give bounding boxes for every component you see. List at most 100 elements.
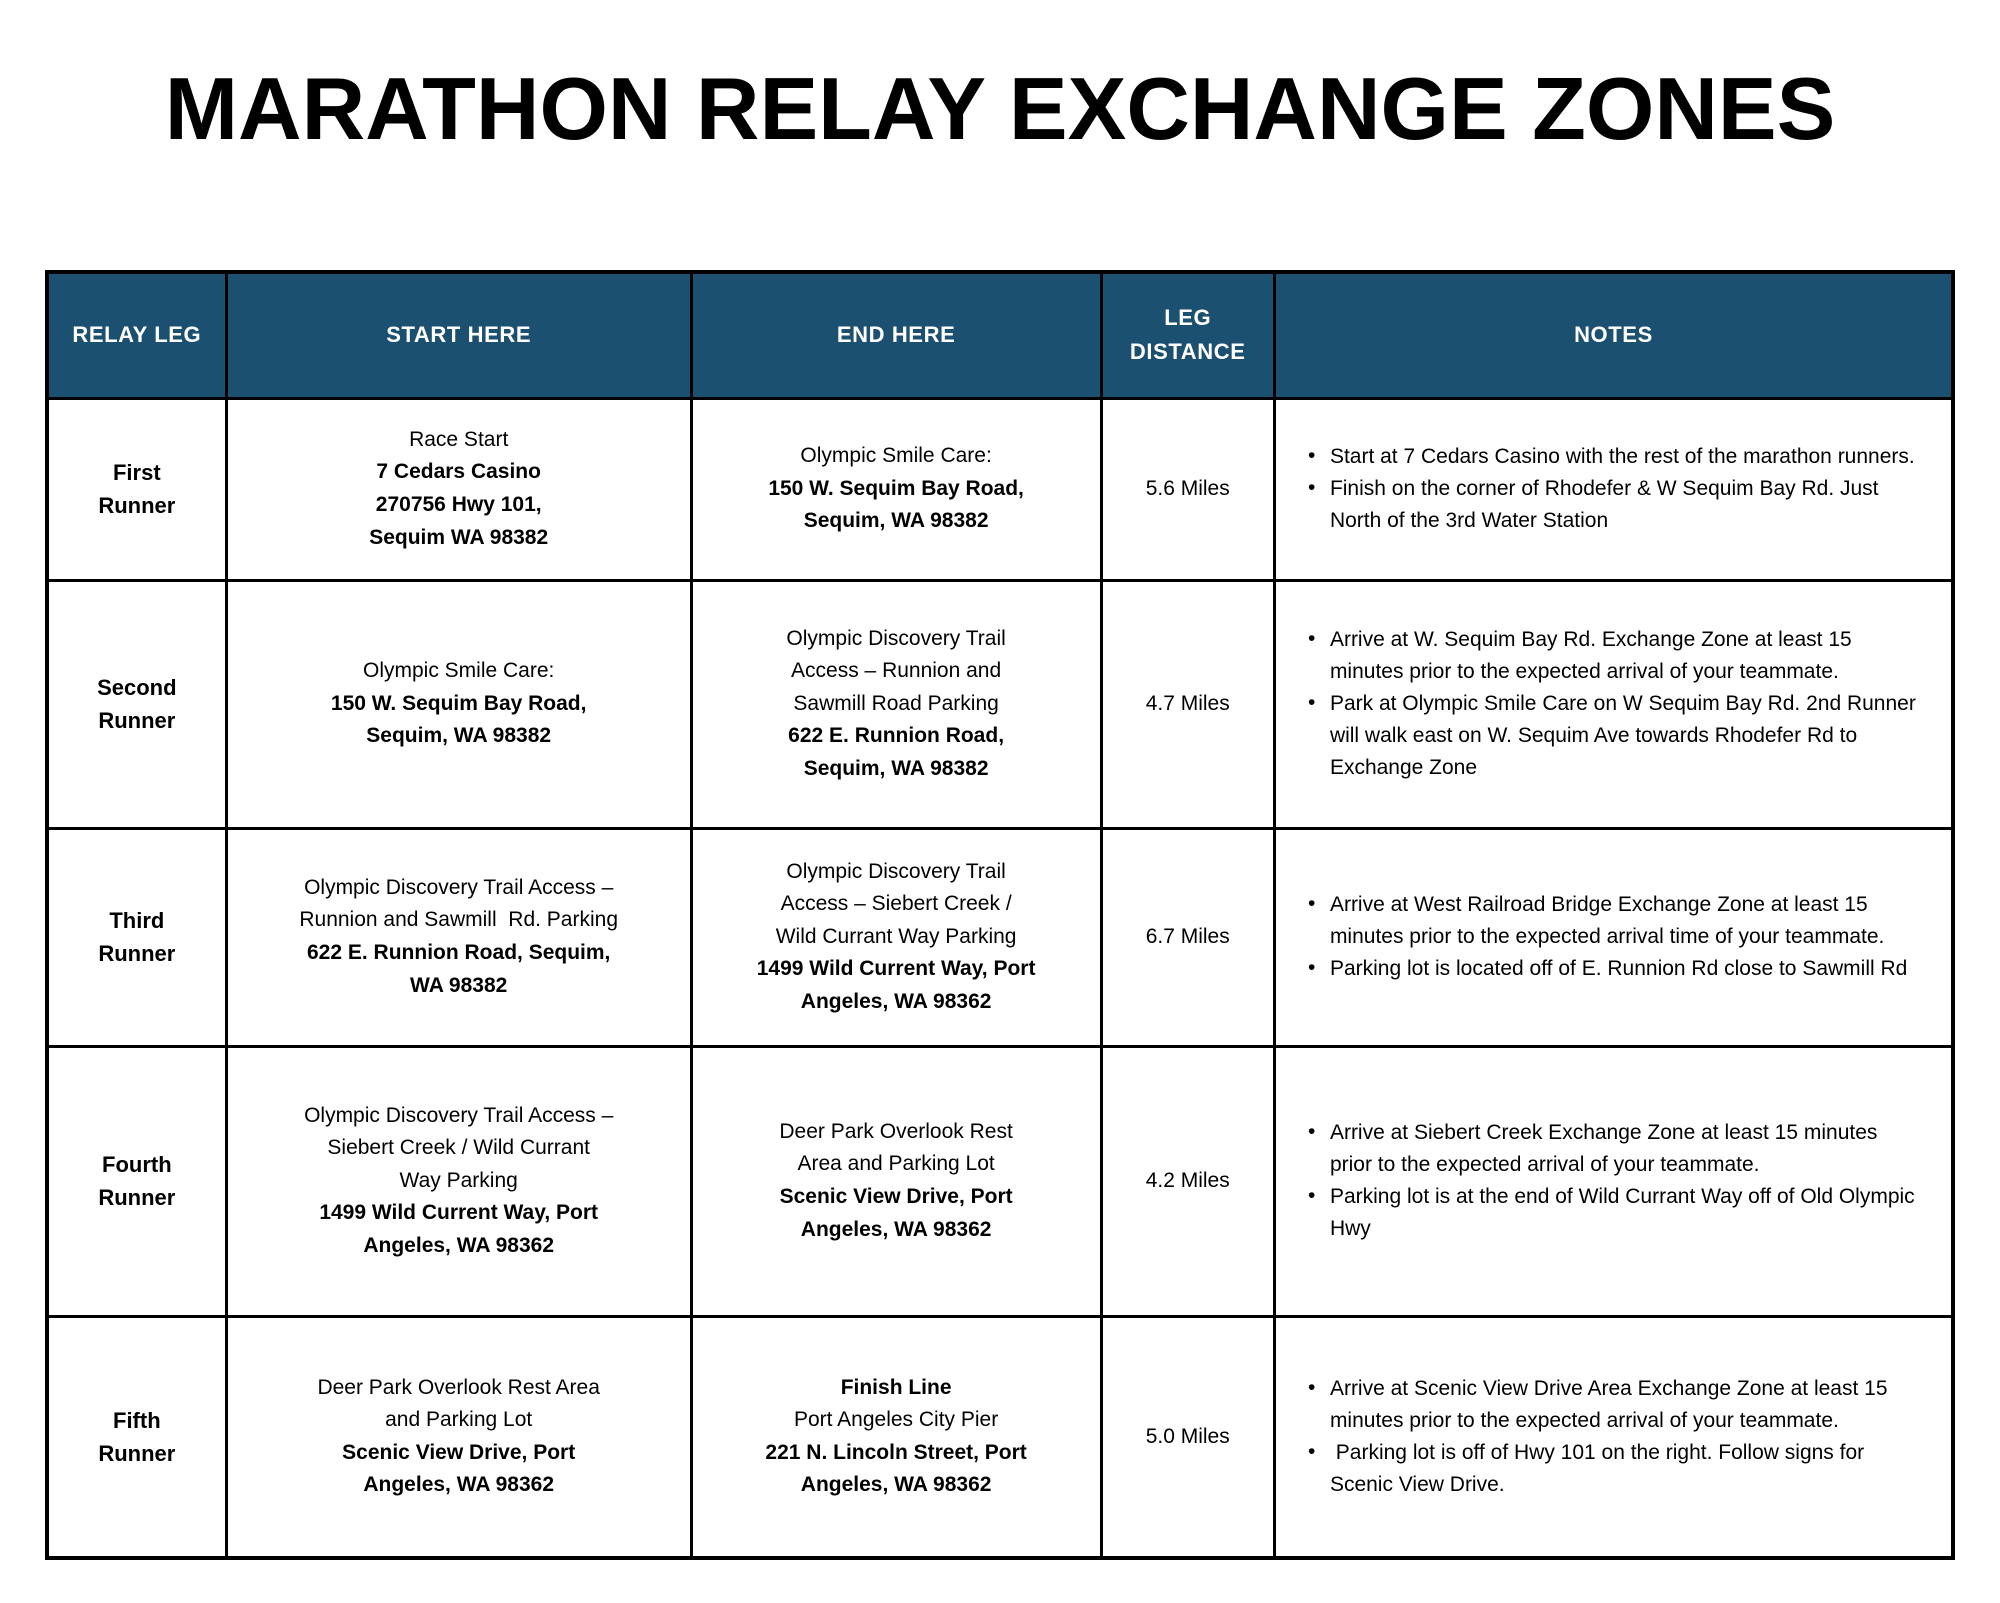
note-item: Parking lot is located off of E. Runnion… xyxy=(1294,952,1925,985)
address-line: Wild Currant Way Parking xyxy=(775,924,1017,948)
column-header-leg-distance: LEG DISTANCE xyxy=(1099,270,1276,400)
relay-leg-cell: Second Runner xyxy=(45,578,228,830)
end-here-cell: Olympic Smile Care: 150 W. Sequim Bay Roa… xyxy=(689,396,1103,582)
notes-list: Arrive at West Railroad Bridge Exchange … xyxy=(1294,888,1925,985)
start-here-cell: Olympic Smile Care: 150 W. Sequim Bay Roa… xyxy=(224,578,693,830)
column-header-relay-leg: RELAY LEG xyxy=(45,270,228,400)
relay-leg-cell: Fifth Runner xyxy=(45,1314,228,1560)
address-line: Angeles, WA 98362 xyxy=(363,1473,554,1497)
address-line: 221 N. Lincoln Street, Port xyxy=(765,1440,1027,1464)
leg-distance-cell: 4.2 Miles xyxy=(1099,1044,1276,1318)
address-line: Olympic Smile Care: xyxy=(800,444,992,468)
address-line: Runnion and Sawmill Rd. Parking xyxy=(299,908,619,932)
note-item: Arrive at Siebert Creek Exchange Zone at… xyxy=(1294,1116,1925,1181)
page-title: MARATHON RELAY EXCHANGE ZONES xyxy=(164,59,1836,158)
address-line: Race Start xyxy=(409,427,509,451)
address-line: 150 W. Sequim Bay Road, xyxy=(768,476,1024,500)
notes-cell: Arrive at Siebert Creek Exchange Zone at… xyxy=(1272,1044,1955,1318)
address-line: 1499 Wild Current Way, Port xyxy=(756,957,1036,981)
note-item: Start at 7 Cedars Casino with the rest o… xyxy=(1294,440,1925,473)
note-item: Arrive at Scenic View Drive Area Exchang… xyxy=(1294,1372,1925,1437)
note-item: Arrive at West Railroad Bridge Exchange … xyxy=(1294,888,1925,953)
table-row: Second Runner Olympic Smile Care: 150 W. Se… xyxy=(45,578,1955,830)
table-row: Fifth Runner Deer Park Overlook Rest Area a… xyxy=(45,1314,1955,1560)
relay-leg-cell: First Runner xyxy=(45,396,228,582)
table-body: First Runner Race Start 7 Cedars Casino 2707… xyxy=(45,396,1955,1560)
address-line: 622 E. Runnion Road, Sequim, xyxy=(307,941,611,964)
address-line: Olympic Smile Care: xyxy=(363,659,555,683)
address-line: 7 Cedars Casino xyxy=(376,460,541,484)
address-line: and Parking Lot xyxy=(385,1408,533,1432)
table-row: First Runner Race Start 7 Cedars Casino 2707… xyxy=(45,396,1955,582)
end-here-cell: Olympic Discovery Trail Access – Runnion … xyxy=(689,578,1103,830)
table-header: RELAY LEG START HERE END HERE LEG DISTANCE N… xyxy=(45,270,1955,400)
address-line: Access – Runnion and xyxy=(791,659,1002,683)
address-line: Sequim, WA 98382 xyxy=(366,724,552,748)
relay-leg-cell: Fourth Runner xyxy=(45,1044,228,1318)
address-line: 622 E. Runnion Road, xyxy=(788,724,1005,748)
address-line: Olympic Discovery Trail Access – xyxy=(304,1103,614,1127)
address-line: Siebert Creek / Wild Currant xyxy=(327,1136,590,1160)
relay-exchange-table: RELAY LEG START HERE END HERE LEG DISTANCE N… xyxy=(45,270,1955,1560)
address-line: Angeles, WA 98362 xyxy=(800,1473,992,1497)
relay-leg-label: Runner xyxy=(98,941,176,966)
address-line: Port Angeles City Pier xyxy=(793,1408,999,1432)
end-here-cell: Deer Park Overlook Rest Area and Parking … xyxy=(689,1044,1103,1318)
start-here-cell: Olympic Discovery Trail Access – Runnion … xyxy=(224,826,693,1048)
note-item: Park at Olympic Smile Care on W Sequim B… xyxy=(1294,687,1925,784)
address-line: Deer Park Overlook Rest Area xyxy=(317,1375,600,1399)
notes-list: Arrive at Scenic View Drive Area Exchang… xyxy=(1294,1372,1925,1501)
relay-leg-label: First xyxy=(112,460,161,485)
address-line: 1499 Wild Current Way, Port xyxy=(319,1201,599,1225)
note-item: Parking lot is off of Hwy 101 on the rig… xyxy=(1294,1436,1925,1501)
address-line: Angeles, WA 98362 xyxy=(800,1217,992,1241)
column-header-start-here: START HERE xyxy=(224,270,693,400)
leg-distance-cell: 6.7 Miles xyxy=(1099,826,1276,1048)
address-line: Olympic Discovery Trail xyxy=(786,626,1006,650)
address-line: Angeles, WA 98362 xyxy=(363,1233,554,1257)
notes-list: Arrive at W. Sequim Bay Rd. Exchange Zon… xyxy=(1294,623,1925,784)
notes-list: Arrive at Siebert Creek Exchange Zone at… xyxy=(1294,1116,1925,1245)
column-header-end-here: END HERE xyxy=(689,270,1103,400)
address-line: 270756 Hwy 101, xyxy=(375,493,542,516)
end-here-cell: Olympic Discovery Trail Access – Siebert … xyxy=(689,826,1103,1048)
address-line: Scenic View Drive, Port xyxy=(342,1440,576,1464)
relay-leg-label: Runner xyxy=(98,708,176,733)
address-line: Deer Park Overlook Rest xyxy=(779,1119,1013,1143)
start-here-cell: Deer Park Overlook Rest Area and Parking … xyxy=(224,1314,693,1560)
note-item: Finish on the corner of Rhodefer & W Seq… xyxy=(1294,472,1925,537)
relay-leg-label: Runner xyxy=(98,493,176,518)
relay-leg-label: Third xyxy=(109,908,165,933)
end-here-cell: Finish Line Port Angeles City Pier 221 N. … xyxy=(689,1314,1103,1560)
relay-leg-label: Fourth xyxy=(102,1152,172,1177)
table-row: Fourth Runner Olympic Discovery Trail Acce… xyxy=(45,1044,1955,1318)
address-line: Olympic Discovery Trail Access – xyxy=(304,875,614,899)
address-line: Olympic Discovery Trail xyxy=(786,859,1006,883)
relay-leg-label: Fifth xyxy=(113,1407,161,1433)
relay-leg-label: Runner xyxy=(98,1185,176,1210)
notes-cell: Arrive at Scenic View Drive Area Exchang… xyxy=(1272,1314,1955,1560)
notes-cell: Arrive at W. Sequim Bay Rd. Exchange Zon… xyxy=(1272,578,1955,830)
header-row: RELAY LEG START HERE END HERE LEG DISTANCE N… xyxy=(45,270,1955,400)
start-here-cell: Race Start 7 Cedars Casino 270756 Hwy 101,… xyxy=(224,396,693,582)
relay-table-container: RELAY LEG START HERE END HERE LEG DISTANCE N… xyxy=(45,270,1955,1560)
address-line: Sequim, WA 98382 xyxy=(803,756,989,780)
address-line: Angeles, WA 98362 xyxy=(800,989,992,1013)
notes-cell: Arrive at West Railroad Bridge Exchange … xyxy=(1272,826,1955,1048)
table-row: Third Runner Olympic Discovery Trail Acces… xyxy=(45,826,1955,1048)
address-line: Way Parking xyxy=(399,1168,518,1192)
note-item: Parking lot is at the end of Wild Curran… xyxy=(1294,1180,1925,1245)
start-here-cell: Olympic Discovery Trail Access – Siebert … xyxy=(224,1044,693,1318)
notes-cell: Start at 7 Cedars Casino with the rest o… xyxy=(1272,396,1955,582)
relay-leg-label: Second xyxy=(97,675,177,700)
address-line: Access – Siebert Creek / xyxy=(780,892,1012,916)
address-line: 150 W. Sequim Bay Road, xyxy=(330,691,587,715)
address-line: Sawmill Road Parking xyxy=(793,691,999,715)
relay-leg-label: Runner xyxy=(98,1440,176,1466)
address-line: Sequim WA 98382 xyxy=(369,525,549,549)
leg-distance-cell: 5.6 Miles xyxy=(1099,396,1276,582)
relay-leg-cell: Third Runner xyxy=(45,826,228,1048)
address-line: WA 98382 xyxy=(410,973,508,997)
address-line: Scenic View Drive, Port xyxy=(779,1185,1013,1208)
address-line: Sequim, WA 98382 xyxy=(803,509,989,533)
